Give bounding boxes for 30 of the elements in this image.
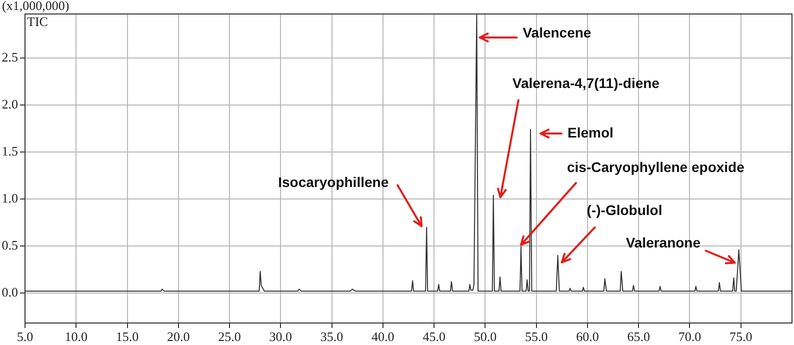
x-tick-label: 55.0 [524,329,548,344]
y-tick-label: 1.5 [2,143,18,158]
annotation: Valencene [522,24,592,40]
x-tick-label: 45.0 [422,329,446,344]
y-tick-label: 2.0 [2,96,18,112]
annotation: TIC [27,14,48,29]
x-tick-label: 60.0 [576,329,599,344]
y-axis-title: (x1,000,000) [2,0,70,13]
x-tick-label: 5.0 [16,329,34,344]
x-tick-label: 65.0 [627,329,650,344]
y-tick-label: 1.0 [2,190,18,206]
y-tick-label: 2.5 [2,50,18,65]
annotation: Isocaryophillene [278,174,389,190]
y-tick-label: 0.5 [2,237,18,252]
annotation: Valeranone [626,234,701,251]
x-tick-label: 30.0 [269,329,292,344]
x-tick-label: 15.0 [116,329,139,344]
x-tick-label: 70.0 [678,329,702,344]
annotation: Valerena-4,7(11)-diene [512,75,660,92]
x-tick-label: 35.0 [320,329,344,344]
x-tick-label: 25.0 [218,329,241,344]
x-tick-label: 50.0 [474,329,497,344]
x-tick-label: 20.0 [167,329,190,344]
annotation: Elemol [568,124,614,140]
y-tick-label: 0.0 [2,284,18,300]
x-tick-label: 75.0 [729,329,752,344]
x-tick-label: 10.0 [64,329,88,344]
x-tick-label: 40.0 [372,329,394,344]
annotation: cis-Caryophyllene epoxide [566,158,745,175]
annotation: (-)-Globulol [586,202,662,218]
